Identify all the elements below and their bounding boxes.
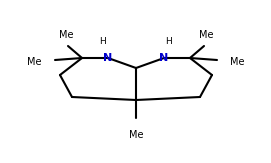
Text: H: H — [166, 37, 172, 46]
Text: H: H — [100, 37, 107, 46]
Text: N: N — [159, 53, 169, 63]
Text: Me: Me — [129, 130, 143, 140]
Text: Me: Me — [59, 30, 73, 40]
Text: Me: Me — [199, 30, 213, 40]
Text: N: N — [103, 53, 113, 63]
Text: Me: Me — [27, 57, 42, 67]
Text: Me: Me — [230, 57, 244, 67]
